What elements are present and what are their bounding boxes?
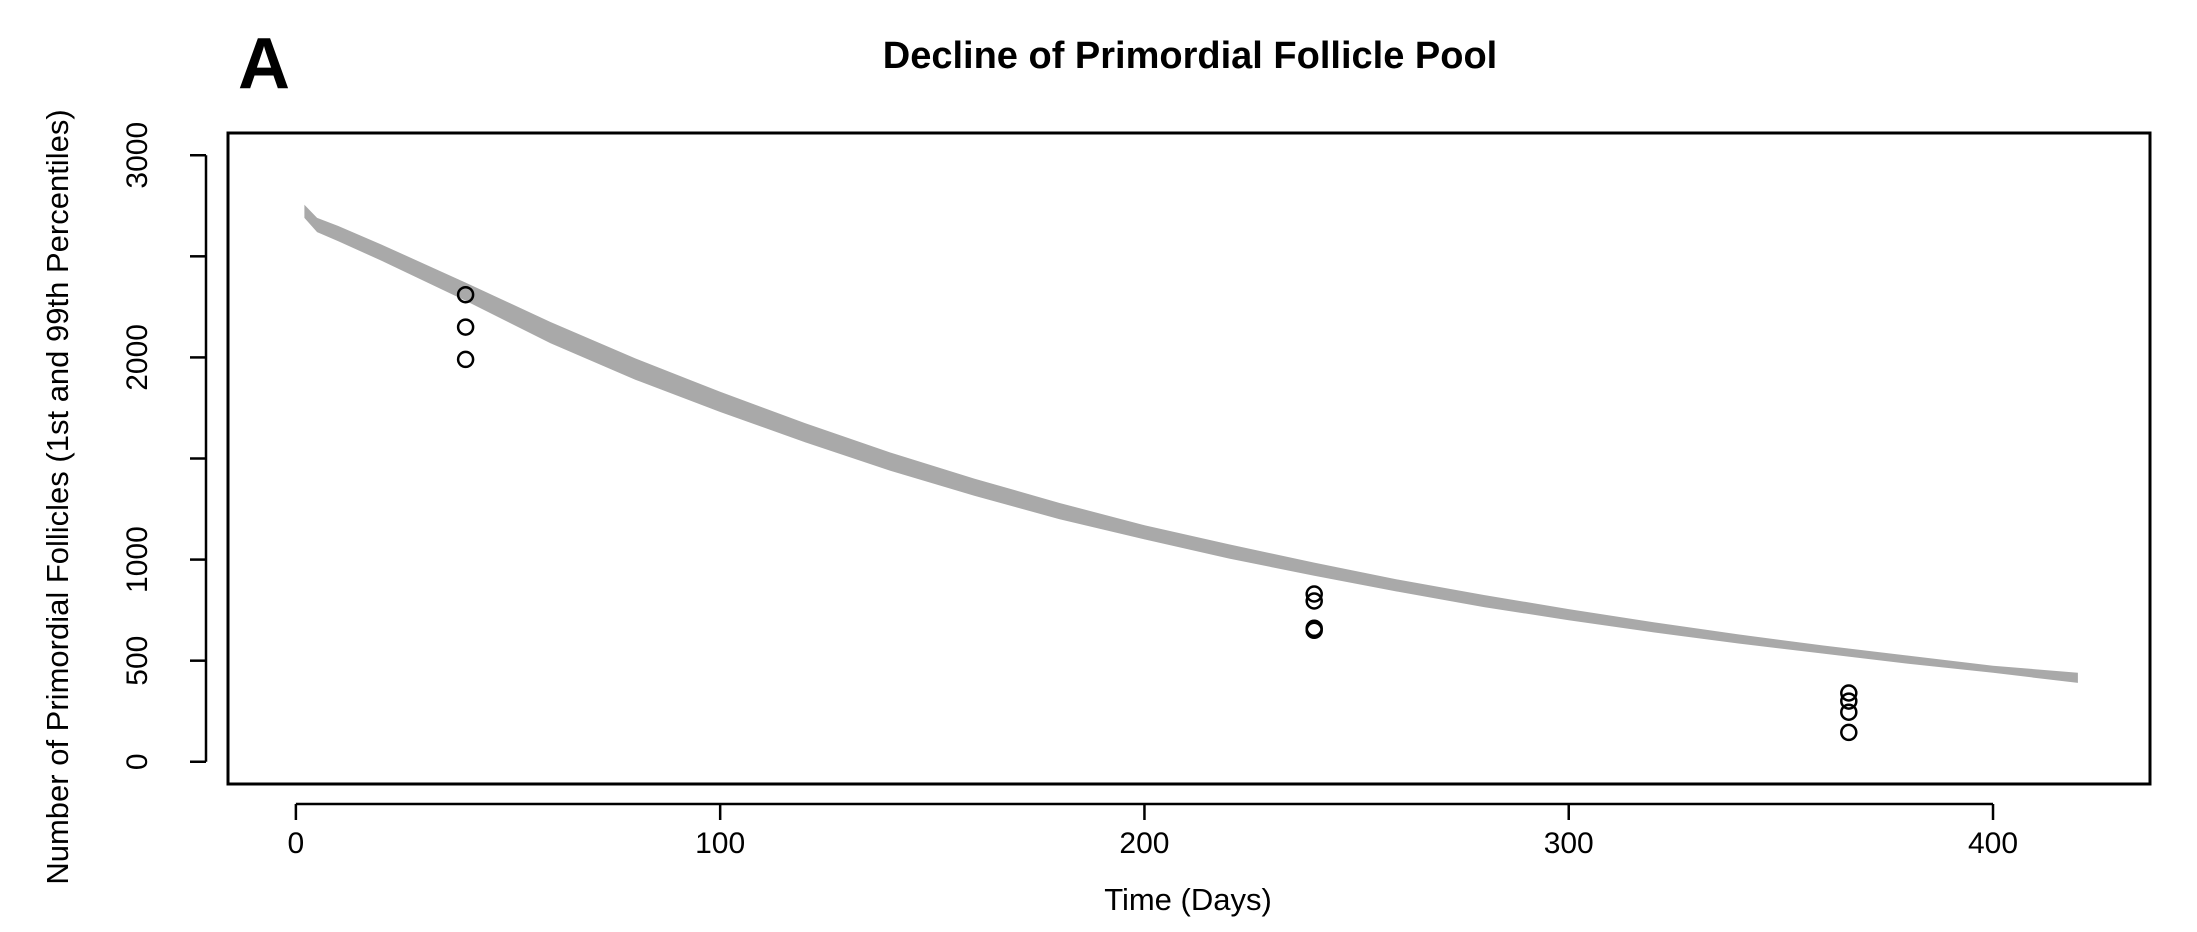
data-point — [456, 318, 475, 336]
y-tick-label: 1000 — [121, 526, 154, 593]
x-tick-label: 0 — [288, 827, 305, 860]
y-tick-label: 3000 — [121, 122, 154, 189]
data-point — [1305, 621, 1323, 640]
y-tick-label: 0 — [121, 753, 154, 770]
percentile-band — [304, 204, 2078, 683]
data-point — [1840, 684, 1858, 702]
data-point — [456, 285, 475, 304]
x-axis: 0 100 200 300 400 — [288, 802, 2018, 860]
panel-label: A — [238, 24, 290, 104]
data-point — [1305, 585, 1323, 603]
y-axis: 0 500 1000 2000 3000 — [121, 122, 208, 770]
data-point — [1840, 723, 1858, 742]
plot-frame — [226, 131, 2152, 786]
data-point — [1840, 703, 1858, 721]
chart-title: Decline of Primordial Follicle Pool — [883, 35, 1497, 77]
x-tick-label: 400 — [1968, 827, 2018, 860]
data-point — [1840, 692, 1858, 710]
data-point — [456, 350, 475, 369]
y-axis-label: Number of Primordial Follicles (1st and … — [40, 109, 75, 884]
band-area — [304, 204, 2078, 683]
x-tick-label: 300 — [1544, 827, 1594, 860]
x-axis-label: Time (Days) — [1104, 882, 1272, 917]
data-point — [1305, 592, 1323, 610]
x-tick-label: 100 — [695, 827, 745, 860]
y-tick-label: 500 — [121, 636, 154, 686]
observed-points — [456, 285, 1858, 742]
y-tick-label: 2000 — [121, 324, 154, 391]
x-tick-label: 200 — [1119, 827, 1169, 860]
